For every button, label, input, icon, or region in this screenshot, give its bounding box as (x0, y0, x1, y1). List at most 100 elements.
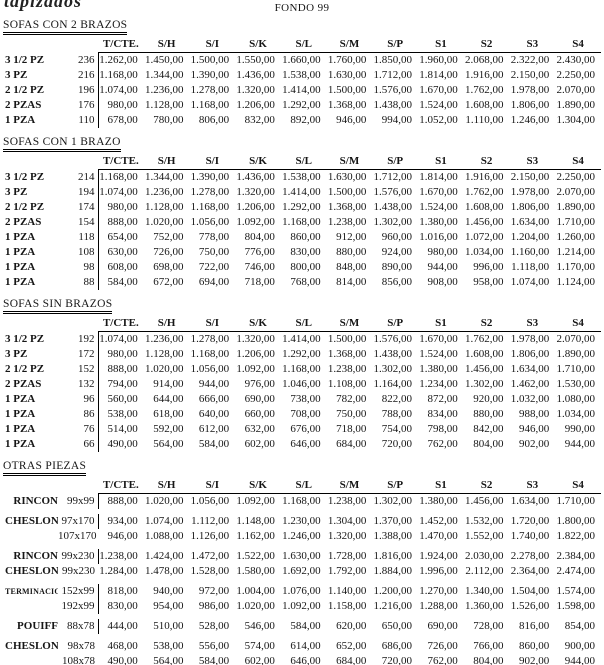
price-cell: 1.238,00 (327, 363, 367, 375)
table-row: 1 PZA 86 538,00 618,00 640,00 660,00 708,00 750… (3, 407, 601, 422)
table-row: 192x99 830,00 954,00 986,00 1.020,00 1.092,00… (3, 599, 601, 614)
price-cell: 1.238,00 (327, 495, 367, 507)
table-row: 3 PZ 216 1.168,00 1.344,00 1.390,00 1.436,00 1… (3, 68, 601, 83)
price-cell: 1.292,00 (282, 99, 321, 111)
price-cell: 1.368,00 (327, 99, 367, 111)
row-size: 98x78 (67, 640, 96, 652)
column-header: T/CTE. (98, 153, 144, 170)
column-header: S1 (418, 36, 464, 53)
price-cell: 920,00 (473, 393, 504, 405)
price-cell: 2.364,00 (510, 565, 550, 577)
price-cell: 1.046,00 (282, 378, 321, 390)
price-cell: 980,00 (427, 246, 458, 258)
price-cell: 1.340,00 (464, 585, 504, 597)
price-cell: 1.088,00 (144, 530, 184, 542)
price-cell: 1.978,00 (510, 333, 550, 345)
price-cell: 1.890,00 (556, 201, 596, 213)
row-size: 86 (83, 408, 95, 420)
header-row: T/CTE. S/H S/I S/K S/L S/M S/P S1 S2 S3 S4 (3, 477, 601, 494)
price-cell: 444,00 (97, 619, 144, 634)
price-cell: 1.524,00 (419, 348, 458, 360)
price-cell: 1.436,00 (236, 69, 275, 81)
price-cell: 1.304,00 (556, 114, 596, 126)
price-cell: 1.630,00 (327, 171, 367, 183)
price-cell: 686,00 (381, 640, 413, 652)
price-cell: 1.576,00 (373, 333, 413, 345)
price-cell: 834,00 (427, 408, 458, 420)
price-cell: 528,00 (198, 620, 230, 632)
row-label (3, 654, 58, 665)
price-cell: 1.884,00 (373, 565, 413, 577)
table-row: CHESLON 97x170 934,00 1.074,00 1.112,00 1.148… (3, 514, 601, 529)
price-cell: 1.996,00 (419, 565, 458, 577)
price-cell: 794,00 (97, 377, 144, 392)
column-header: S/I (189, 153, 236, 170)
column-header: S3 (509, 153, 556, 170)
price-cell: 602,00 (244, 655, 275, 665)
price-cell: 814,00 (336, 276, 367, 288)
price-cell: 514,00 (97, 422, 144, 437)
column-header: S/K (235, 36, 281, 53)
row-label: 1 PZA (5, 408, 36, 420)
price-cell: 1.168,00 (282, 495, 321, 507)
price-cell: 1.500,00 (327, 186, 367, 198)
price-cell: 830,00 (97, 599, 144, 614)
price-cell: 690,00 (427, 620, 458, 632)
section-title: SOFAS SIN BRAZOS (3, 298, 113, 314)
price-cell: 1.526,00 (510, 600, 550, 612)
price-cell: 608,00 (97, 260, 144, 275)
column-header: S/L (280, 315, 327, 332)
price-cell: 1.500,00 (327, 84, 367, 96)
column-header: S/P (372, 153, 419, 170)
price-cell: 806,00 (198, 114, 230, 126)
column-header: S/H (143, 477, 190, 494)
price-cell: 1.380,00 (419, 363, 458, 375)
price-cell: 1.916,00 (464, 69, 504, 81)
price-cell: 1.380,00 (419, 216, 458, 228)
price-cell: 842,00 (473, 423, 504, 435)
price-cell: 1.608,00 (464, 348, 504, 360)
price-cell: 1.924,00 (419, 550, 458, 562)
price-cell: 1.320,00 (236, 84, 275, 96)
price-cell: 1.164,00 (373, 378, 413, 390)
table-row: 2 PZAS 132 794,00 914,00 944,00 976,00 1.046,0… (3, 377, 601, 392)
row-size: 152 (78, 363, 95, 375)
row-label: 1 PZA (5, 114, 36, 126)
price-cell: 1.500,00 (190, 54, 230, 66)
price-cell: 880,00 (473, 408, 504, 420)
price-cell: 1.034,00 (556, 408, 596, 420)
price-cell: 1.630,00 (327, 69, 367, 81)
price-cell: 1.170,00 (556, 261, 596, 273)
price-cell: 1.168,00 (97, 169, 144, 185)
price-cell: 1.692,00 (282, 565, 321, 577)
price-cell: 1.148,00 (236, 515, 275, 527)
table-row: POUIFF 88x78 444,00 510,00 528,00 546,00 584,0… (3, 619, 601, 634)
price-cell: 1.260,00 (556, 231, 596, 243)
price-cell: 1.200,00 (373, 585, 413, 597)
row-label: TERMINACION (5, 587, 58, 596)
price-cell: 1.124,00 (556, 276, 596, 288)
price-cell: 1.478,00 (144, 565, 184, 577)
price-cell: 1.278,00 (190, 84, 230, 96)
price-cell: 980,00 (97, 98, 144, 113)
price-cell: 602,00 (244, 438, 275, 450)
price-cell: 860,00 (290, 231, 321, 243)
table-row: 1 PZA 110 678,00 780,00 806,00 832,00 892,00 94… (3, 113, 601, 128)
price-cell: 1.320,00 (236, 333, 275, 345)
price-cell: 1.168,00 (97, 68, 144, 83)
price-cell: 1.916,00 (464, 171, 504, 183)
row-size: 118 (78, 231, 95, 243)
price-cell: 1.414,00 (282, 186, 321, 198)
price-cell: 1.456,00 (464, 363, 504, 375)
price-cell: 1.630,00 (282, 550, 321, 562)
column-header: S/M (326, 36, 373, 53)
row-size: 76 (83, 423, 95, 435)
row-label: 1 PZA (5, 231, 36, 243)
price-cell: 1.806,00 (510, 99, 550, 111)
row-label: 2 1/2 PZ (5, 201, 45, 213)
price-cell: 2.070,00 (556, 84, 596, 96)
price-cell: 1.670,00 (419, 333, 458, 345)
price-cell: 1.118,00 (511, 261, 550, 273)
price-cell: 1.424,00 (144, 550, 184, 562)
price-cell: 546,00 (244, 620, 275, 632)
